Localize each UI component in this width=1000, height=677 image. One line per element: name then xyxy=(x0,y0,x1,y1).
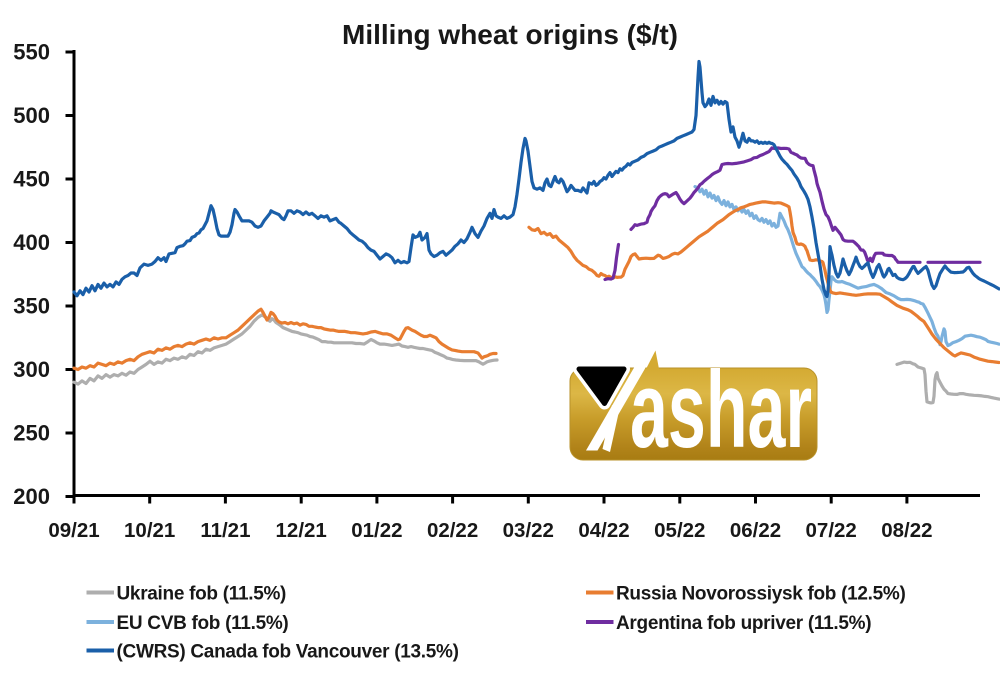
svg-text:06/22: 06/22 xyxy=(730,519,781,542)
svg-text:Milling wheat origins ($/t): Milling wheat origins ($/t) xyxy=(342,19,678,50)
svg-text:200: 200 xyxy=(13,484,50,509)
svg-text:300: 300 xyxy=(13,357,50,382)
svg-text:400: 400 xyxy=(13,230,50,255)
svg-text:Argentina fob upriver (11.5%): Argentina fob upriver (11.5%) xyxy=(616,613,871,634)
svg-text:500: 500 xyxy=(13,103,50,128)
svg-text:Ukraine fob (11.5%): Ukraine fob (11.5%) xyxy=(117,583,287,604)
svg-text:09/21: 09/21 xyxy=(48,519,99,542)
svg-text:03/22: 03/22 xyxy=(503,519,554,542)
svg-text:350: 350 xyxy=(13,294,50,319)
svg-text:250: 250 xyxy=(13,421,50,446)
svg-text:01/22: 01/22 xyxy=(351,519,402,542)
svg-text:07/22: 07/22 xyxy=(806,519,857,542)
svg-text:Russia Novorossiysk fob (12.5%: Russia Novorossiysk fob (12.5%) xyxy=(616,583,906,604)
svg-text:EU CVB fob (11.5%): EU CVB fob (11.5%) xyxy=(117,613,289,634)
svg-text:450: 450 xyxy=(13,167,50,192)
svg-text:02/22: 02/22 xyxy=(427,519,478,542)
svg-text:ashar: ashar xyxy=(630,348,812,470)
svg-text:550: 550 xyxy=(13,40,50,65)
svg-text:11/21: 11/21 xyxy=(200,519,250,542)
svg-text:10/21: 10/21 xyxy=(124,519,175,542)
svg-text:08/22: 08/22 xyxy=(881,519,932,542)
svg-text:04/22: 04/22 xyxy=(578,519,629,542)
svg-text:(CWRS) Canada fob Vancouver (1: (CWRS) Canada fob Vancouver (13.5%) xyxy=(117,641,459,662)
svg-text:05/22: 05/22 xyxy=(654,519,705,542)
svg-text:12/21: 12/21 xyxy=(276,519,327,542)
